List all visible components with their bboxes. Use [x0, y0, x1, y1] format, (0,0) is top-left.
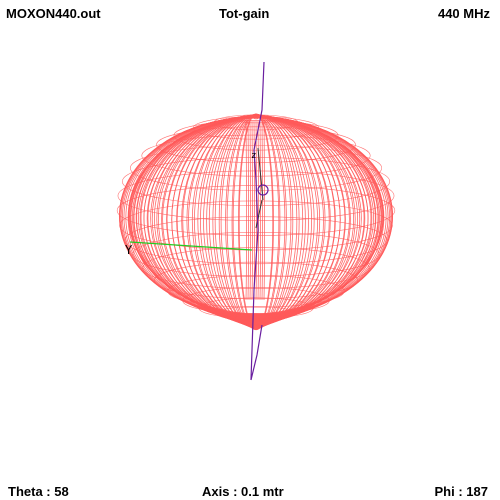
y-axis-line [255, 199, 263, 229]
y-axis-marker: Y [125, 243, 133, 257]
phi-readout: Phi : 187 [434, 484, 489, 499]
z-axis-line [257, 147, 264, 201]
pattern-mesh [116, 113, 396, 331]
pattern-null-line [261, 119, 263, 301]
axis-readout: Axis : 0.1 mtr [202, 484, 284, 499]
antenna-wire [250, 61, 265, 381]
axis-label: Axis [202, 484, 230, 499]
phi-value: 187 [466, 484, 488, 499]
pattern-null-line [247, 119, 249, 301]
pattern-null-line [255, 119, 257, 301]
pattern-ring [238, 113, 274, 331]
pattern-null-line [245, 119, 247, 301]
pattern-null-line [257, 119, 259, 301]
pattern-latitude-ring [119, 200, 393, 251]
theta-label: Theta [8, 484, 43, 499]
axis-value: 0.1 mtr [241, 484, 284, 499]
plot-type-label: Tot-gain [219, 6, 270, 21]
pattern-latitude-ring [235, 312, 277, 321]
feed-point-marker [257, 184, 269, 196]
frequency-label: 440 MHz [437, 6, 490, 21]
theta-readout: Theta : 58 [8, 484, 69, 499]
pattern-latitude-ring [253, 316, 259, 320]
theta-value: 58 [54, 484, 69, 499]
pattern-null-line [249, 119, 251, 301]
x-axis-line [129, 241, 253, 251]
pattern-null-line [251, 119, 253, 301]
phi-label: Phi [434, 484, 455, 499]
z-axis-marker: z [251, 151, 256, 161]
pattern-latitude-ring [253, 116, 259, 120]
pattern-null-line [263, 119, 265, 301]
file-name-label: MOXON440.out [6, 6, 101, 21]
pattern-null-line [259, 119, 261, 301]
